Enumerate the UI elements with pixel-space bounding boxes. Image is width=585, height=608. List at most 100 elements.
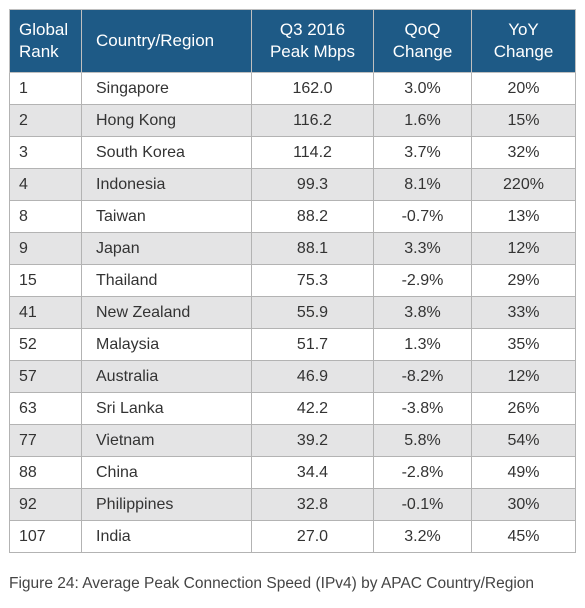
cell-rank: 2 [9,104,82,137]
cell-qoq-change: 1.6% [373,104,472,137]
cell-peak-mbps: 99.3 [251,168,374,201]
cell-qoq-change: -8.2% [373,360,472,393]
header-qoq-line1: QoQ [404,20,441,39]
header-country-label: Country/Region [96,31,215,50]
cell-yoy-change: 29% [471,264,576,297]
cell-yoy-change: 13% [471,200,576,233]
cell-peak-mbps: 114.2 [251,136,374,169]
cell-rank: 8 [9,200,82,233]
cell-qoq-change: 3.8% [373,296,472,329]
cell-country: Thailand [81,264,252,297]
cell-country: New Zealand [81,296,252,329]
cell-yoy-change: 32% [471,136,576,169]
cell-rank: 9 [9,232,82,265]
cell-country: Indonesia [81,168,252,201]
header-global-rank: Global Rank [9,9,82,73]
cell-qoq-change: 3.7% [373,136,472,169]
table-row: 3 South Korea 114.2 3.7% 32% [9,136,576,169]
cell-yoy-change: 54% [471,424,576,457]
cell-yoy-change: 12% [471,232,576,265]
table-header-row: Global Rank Country/Region Q3 2016 Peak … [9,9,576,73]
cell-peak-mbps: 88.1 [251,232,374,265]
header-rank-line2: Rank [19,42,59,61]
cell-peak-mbps: 75.3 [251,264,374,297]
cell-peak-mbps: 42.2 [251,392,374,425]
table-body: 1 Singapore 162.0 3.0% 20% 2 Hong Kong 1… [9,72,576,553]
table-row: 8 Taiwan 88.2 -0.7% 13% [9,200,576,233]
cell-qoq-change: 3.2% [373,520,472,553]
cell-yoy-change: 35% [471,328,576,361]
cell-yoy-change: 12% [471,360,576,393]
cell-country: Taiwan [81,200,252,233]
table-row: 63 Sri Lanka 42.2 -3.8% 26% [9,392,576,425]
figure: Global Rank Country/Region Q3 2016 Peak … [9,9,576,553]
cell-peak-mbps: 88.2 [251,200,374,233]
header-peak-line1: Q3 2016 [279,20,346,39]
table-row: 2 Hong Kong 116.2 1.6% 15% [9,104,576,137]
cell-qoq-change: 8.1% [373,168,472,201]
peak-speed-table: Global Rank Country/Region Q3 2016 Peak … [9,9,576,553]
header-qoq-line2: Change [392,42,453,61]
cell-country: Singapore [81,72,252,105]
cell-qoq-change: -3.8% [373,392,472,425]
cell-qoq-change: 3.0% [373,72,472,105]
cell-country: Vietnam [81,424,252,457]
cell-rank: 1 [9,72,82,105]
cell-rank: 107 [9,520,82,553]
header-peak-mbps: Q3 2016 Peak Mbps [251,9,374,73]
header-country-region: Country/Region [81,9,252,73]
cell-rank: 41 [9,296,82,329]
header-peak-line2: Peak Mbps [269,42,356,61]
cell-country: South Korea [81,136,252,169]
table-row: 4 Indonesia 99.3 8.1% 220% [9,168,576,201]
cell-rank: 15 [9,264,82,297]
cell-peak-mbps: 34.4 [251,456,374,489]
cell-country: Hong Kong [81,104,252,137]
table-row: 15 Thailand 75.3 -2.9% 29% [9,264,576,297]
cell-country: China [81,456,252,489]
cell-rank: 57 [9,360,82,393]
figure-caption: Figure 24: Average Peak Connection Speed… [9,575,535,592]
cell-rank: 4 [9,168,82,201]
cell-peak-mbps: 46.9 [251,360,374,393]
cell-peak-mbps: 39.2 [251,424,374,457]
cell-yoy-change: 20% [471,72,576,105]
cell-country: Philippines [81,488,252,521]
cell-peak-mbps: 162.0 [251,72,374,105]
table-row: 107 India 27.0 3.2% 45% [9,520,576,553]
table-row: 92 Philippines 32.8 -0.1% 30% [9,488,576,521]
cell-country: Japan [81,232,252,265]
cell-peak-mbps: 32.8 [251,488,374,521]
header-yoy-line1: YoY [508,20,539,39]
cell-rank: 52 [9,328,82,361]
cell-peak-mbps: 55.9 [251,296,374,329]
table-row: 88 China 34.4 -2.8% 49% [9,456,576,489]
table-row: 1 Singapore 162.0 3.0% 20% [9,72,576,105]
cell-rank: 3 [9,136,82,169]
cell-qoq-change: 3.3% [373,232,472,265]
cell-peak-mbps: 116.2 [251,104,374,137]
cell-qoq-change: -0.1% [373,488,472,521]
cell-peak-mbps: 27.0 [251,520,374,553]
cell-yoy-change: 33% [471,296,576,329]
cell-yoy-change: 26% [471,392,576,425]
cell-peak-mbps: 51.7 [251,328,374,361]
cell-country: Malaysia [81,328,252,361]
table-row: 77 Vietnam 39.2 5.8% 54% [9,424,576,457]
table-row: 9 Japan 88.1 3.3% 12% [9,232,576,265]
header-qoq-change: QoQ Change [373,9,472,73]
cell-qoq-change: 1.3% [373,328,472,361]
cell-country: Australia [81,360,252,393]
cell-qoq-change: -0.7% [373,200,472,233]
cell-qoq-change: -2.8% [373,456,472,489]
header-rank-line1: Global [19,20,69,39]
cell-country: India [81,520,252,553]
cell-qoq-change: -2.9% [373,264,472,297]
cell-qoq-change: 5.8% [373,424,472,457]
cell-yoy-change: 49% [471,456,576,489]
table-row: 52 Malaysia 51.7 1.3% 35% [9,328,576,361]
cell-rank: 92 [9,488,82,521]
cell-country: Sri Lanka [81,392,252,425]
cell-yoy-change: 30% [471,488,576,521]
cell-yoy-change: 45% [471,520,576,553]
